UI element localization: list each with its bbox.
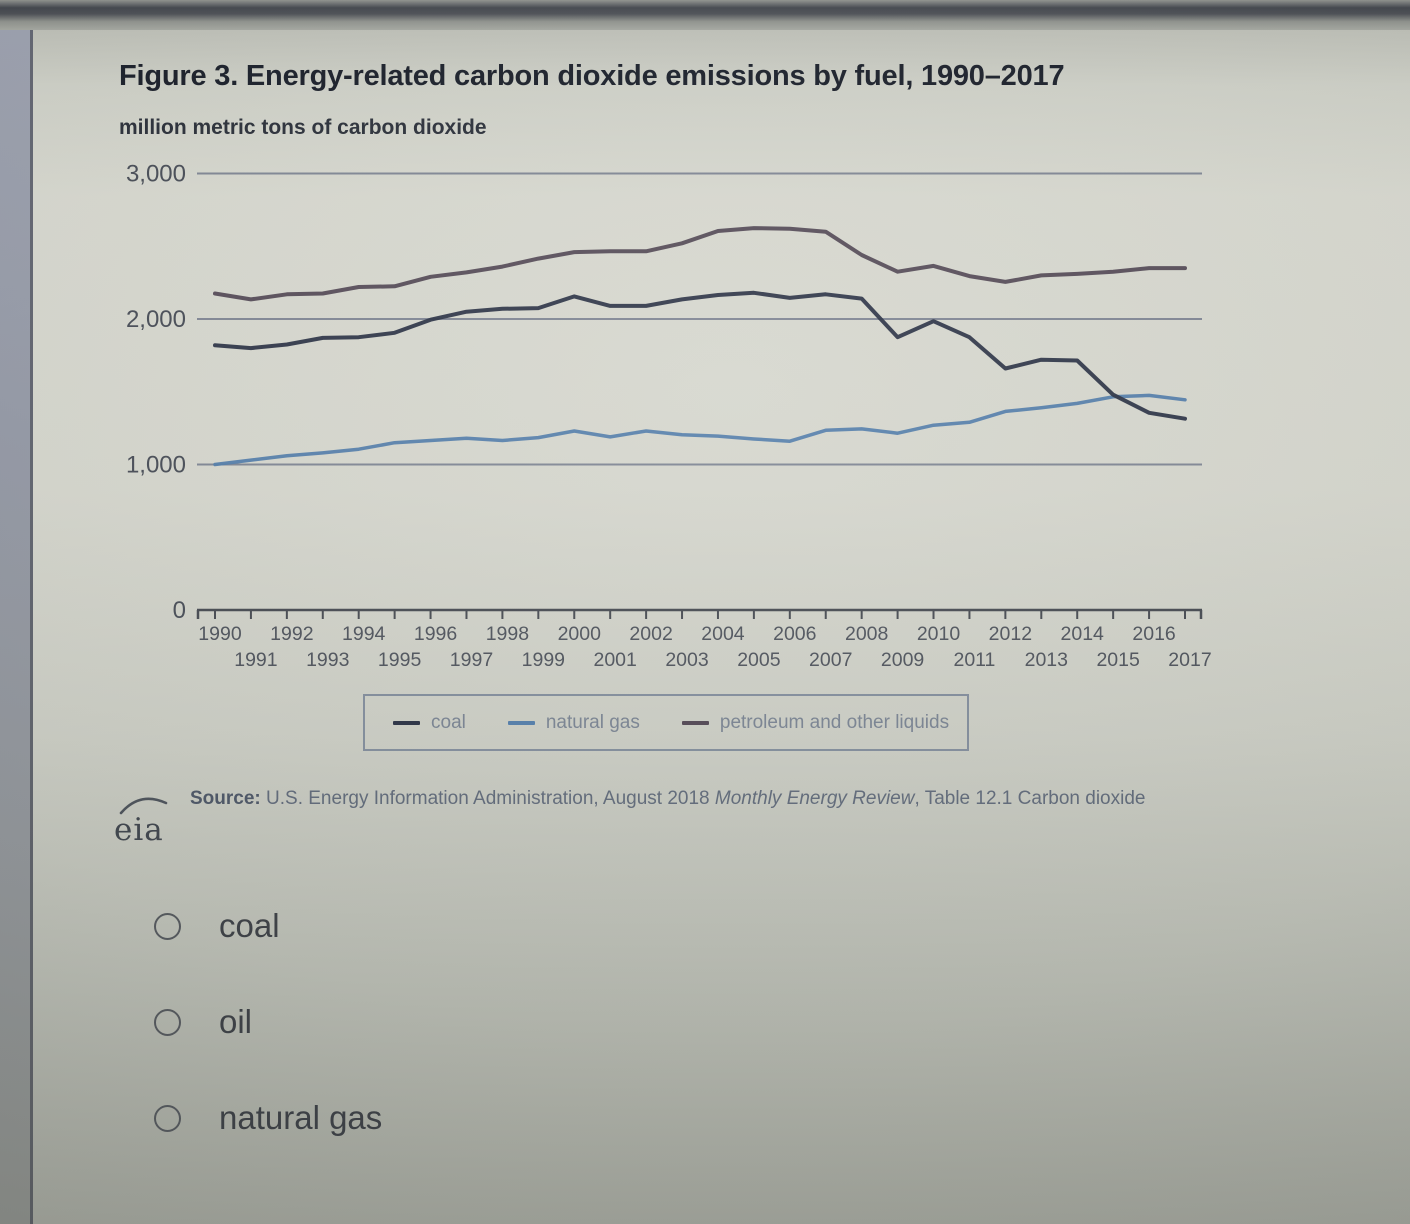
x-tick-label-2001: 2001 xyxy=(593,649,636,671)
x-tick-label-1991: 1991 xyxy=(234,649,277,671)
x-tick-label-1999: 1999 xyxy=(522,649,565,671)
x-tick-label-2005: 2005 xyxy=(737,649,781,671)
x-tick-label-1998: 1998 xyxy=(486,623,529,645)
series-line-coal xyxy=(213,290,1187,421)
radio-oil[interactable] xyxy=(154,1008,181,1036)
y-tick-label-0: 0 xyxy=(173,597,186,624)
legend-item-natural-gas: natural gas xyxy=(507,711,640,734)
legend-label-natural-gas: natural gas xyxy=(545,711,640,733)
legend-item-petroleum: petroleum and other liquids xyxy=(681,711,950,734)
page-title: Figure 3. Energy-related carbon dioxide … xyxy=(119,60,1065,92)
natural-gas-line-swatch xyxy=(507,720,535,725)
answer-options: coal oil natural gas xyxy=(154,907,383,1136)
x-tick-label-2012: 2012 xyxy=(989,623,1032,645)
x-tick-label-2017: 2017 xyxy=(1168,649,1211,671)
x-tick-label-2002: 2002 xyxy=(629,623,672,645)
x-tick-label-2015: 2015 xyxy=(1096,649,1140,671)
x-tick-label-2006: 2006 xyxy=(773,623,816,645)
screen-left-edge xyxy=(0,30,33,1224)
x-tick-label-1995: 1995 xyxy=(378,649,422,671)
x-tick-label-1996: 1996 xyxy=(414,623,457,645)
option-label-natural-gas: natural gas xyxy=(219,1099,383,1136)
x-tick-label-2007: 2007 xyxy=(809,649,852,671)
eia-logo-text: eia xyxy=(114,812,164,848)
y-tick-label-3000: 3,000 xyxy=(126,161,186,188)
x-tick-label-2009: 2009 xyxy=(881,649,924,671)
emissions-chart: 0 1,000 2,000 3,000 1990 1991 1992 1993 1994 1995… xyxy=(126,161,1212,672)
x-tick-label-1997: 1997 xyxy=(450,649,493,671)
x-tick-label-1994: 1994 xyxy=(342,623,386,645)
eia-logo-swoosh-icon xyxy=(119,797,168,815)
x-tick-label-1990: 1990 xyxy=(198,623,242,645)
series-line-natural-gas xyxy=(213,393,1187,467)
legend-label-petroleum: petroleum and other liquids xyxy=(719,711,950,733)
x-tick-label-1993: 1993 xyxy=(306,649,349,671)
series-line-petroleum-and-other-liquids xyxy=(213,226,1187,302)
x-tick-label-2000: 2000 xyxy=(558,623,602,645)
option-row-oil[interactable]: oil xyxy=(154,1003,382,1040)
option-row-natural-gas[interactable]: natural gas xyxy=(154,1099,383,1136)
x-tick-label-2010: 2010 xyxy=(917,623,961,645)
eia-logo: eia xyxy=(112,797,182,850)
source-label: Source: xyxy=(190,788,261,809)
y-tick-label-2000: 2,000 xyxy=(126,306,186,333)
legend-label-coal: coal xyxy=(431,711,466,733)
x-tick-label-2013: 2013 xyxy=(1025,649,1068,671)
chart-units-label: million metric tons of carbon dioxide xyxy=(119,116,487,139)
screen-top-edge xyxy=(0,0,1410,30)
option-label-oil: oil xyxy=(219,1003,253,1040)
option-label-coal: coal xyxy=(219,907,280,944)
source-publication: Monthly Energy Review xyxy=(714,788,915,809)
y-tick-label-1000: 1,000 xyxy=(126,452,186,479)
x-tick-label-2011: 2011 xyxy=(953,649,995,671)
x-tick-label-2008: 2008 xyxy=(845,623,888,645)
source-note: Source: U.S. Energy Information Administ… xyxy=(190,788,1250,810)
x-tick-label-2014: 2014 xyxy=(1061,623,1105,645)
petroleum-line-swatch xyxy=(681,720,709,725)
radio-natural-gas[interactable] xyxy=(154,1104,181,1132)
coal-line-swatch xyxy=(393,720,420,725)
chart-legend: coal natural gas petroleum and other liq… xyxy=(363,694,969,751)
x-tick-label-2003: 2003 xyxy=(665,649,708,671)
x-tick-label-2016: 2016 xyxy=(1132,623,1175,645)
source-text: U.S. Energy Information Administration, … xyxy=(260,788,715,809)
x-tick-label-2004: 2004 xyxy=(701,623,745,645)
radio-coal[interactable] xyxy=(154,912,181,940)
x-tick-label-1992: 1992 xyxy=(270,623,313,645)
source-table-ref: , Table 12.1 Carbon dioxide xyxy=(914,788,1146,809)
option-row-coal[interactable]: coal xyxy=(154,907,382,944)
legend-item-coal: coal xyxy=(393,712,466,734)
